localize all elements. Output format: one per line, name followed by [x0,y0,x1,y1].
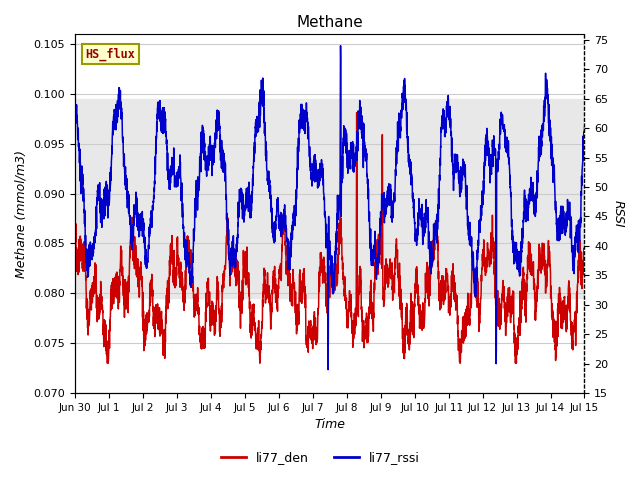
Text: HS_flux: HS_flux [85,48,135,60]
Title: Methane: Methane [296,15,363,30]
Legend: li77_den, li77_rssi: li77_den, li77_rssi [216,446,424,469]
X-axis label: Time: Time [314,419,345,432]
Y-axis label: RSSI: RSSI [612,200,625,228]
Y-axis label: Methane (mmol/m3): Methane (mmol/m3) [15,150,28,277]
Bar [75,99,584,299]
